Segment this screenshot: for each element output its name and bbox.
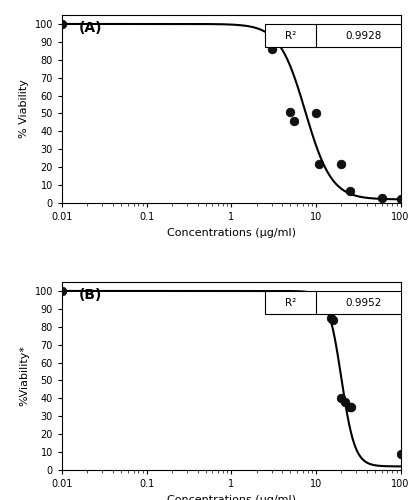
Point xyxy=(348,404,354,411)
Point xyxy=(313,302,319,310)
Text: R²: R² xyxy=(285,298,296,308)
Point xyxy=(316,160,323,168)
Text: R²: R² xyxy=(285,30,296,40)
Point xyxy=(268,45,275,53)
Point xyxy=(338,394,345,402)
Text: 0.9928: 0.9928 xyxy=(345,30,382,40)
Bar xyxy=(265,24,411,47)
Point xyxy=(397,194,404,202)
Y-axis label: %Viability*: %Viability* xyxy=(19,346,29,406)
Point xyxy=(347,404,353,411)
Y-axis label: % Viability: % Viability xyxy=(19,80,29,138)
Point xyxy=(397,450,404,458)
Point xyxy=(287,108,294,116)
Point xyxy=(338,160,345,168)
Point xyxy=(59,20,65,28)
Point xyxy=(287,292,294,300)
Point xyxy=(291,116,297,124)
Point xyxy=(59,287,65,295)
Point xyxy=(313,110,319,118)
X-axis label: Concentrations (μg/ml): Concentrations (μg/ml) xyxy=(167,228,296,237)
Text: 0.9952: 0.9952 xyxy=(345,298,382,308)
Point xyxy=(347,188,353,196)
Text: (B): (B) xyxy=(79,288,102,302)
Point xyxy=(328,314,334,322)
Point xyxy=(330,316,337,324)
Point xyxy=(379,194,385,202)
X-axis label: Concentrations (μg/ml): Concentrations (μg/ml) xyxy=(167,494,296,500)
Point xyxy=(342,398,348,406)
Bar xyxy=(265,292,411,314)
Text: (A): (A) xyxy=(79,20,102,34)
